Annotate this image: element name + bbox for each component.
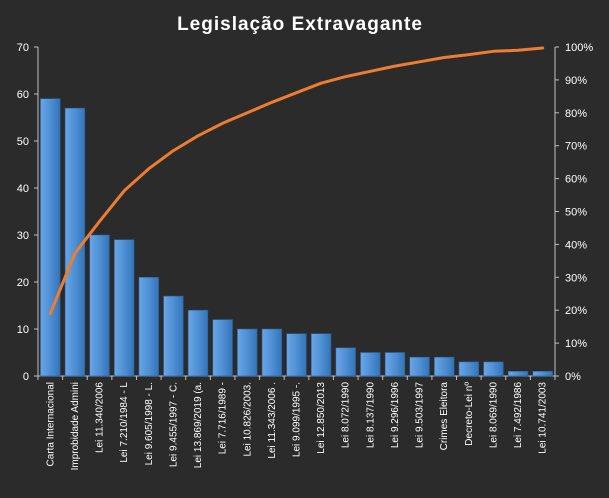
line-point — [344, 75, 347, 78]
category-label: Decreto-Lei nº — [464, 382, 475, 446]
bar — [187, 309, 209, 377]
y-tick-label: 70 — [17, 42, 29, 54]
category-label: Lei 8.069/1990 — [488, 382, 499, 449]
category-label: Crimes Eleitora — [439, 382, 450, 451]
bar — [163, 295, 184, 377]
bar — [360, 352, 381, 377]
line-point — [541, 46, 544, 50]
category-label: Lei 8.072/1990 — [341, 382, 352, 449]
bar — [286, 333, 307, 377]
line-point — [246, 111, 249, 115]
line-point — [196, 134, 200, 138]
y-tick-label: 10 — [17, 324, 29, 336]
bar — [89, 234, 110, 377]
line-point — [270, 101, 274, 104]
y2-tick-label: 100% — [565, 42, 593, 54]
bar — [458, 361, 479, 377]
category-label: Lei 10.741/2003 — [538, 382, 549, 454]
line-point — [418, 60, 421, 64]
y-tick-label: 60 — [17, 89, 29, 101]
category-label: Lei 7.716/1989 - — [218, 382, 229, 454]
bar — [237, 328, 258, 377]
line-point — [369, 70, 372, 73]
y2-tick-label: 30% — [565, 272, 587, 284]
line-point — [98, 220, 101, 223]
line-point — [467, 53, 471, 56]
bars — [40, 98, 553, 377]
y-tick-label: 30 — [17, 230, 29, 242]
category-label: Lei 9.455/1997 - C. — [168, 382, 179, 467]
bar — [310, 333, 332, 377]
line-point — [319, 81, 323, 85]
bar — [40, 98, 61, 377]
line-point — [516, 49, 520, 52]
line-point — [492, 50, 495, 53]
line-point — [49, 312, 52, 315]
category-label: Lei 13.869/2019 (a. — [193, 382, 204, 468]
line-point — [172, 149, 175, 152]
category-label: Lei 7.210/1984 - L — [119, 382, 130, 463]
line-point — [147, 167, 150, 170]
category-label: Lei 9.503/1997 — [415, 382, 426, 449]
chart-title: Legislação Extravagante — [177, 14, 423, 35]
category-label: Carta Internacional — [45, 382, 56, 467]
category-label: Lei 9.296/1996 — [390, 382, 401, 449]
bar — [335, 347, 356, 377]
y2-tick-label: 70% — [565, 141, 587, 153]
y2-tick-label: 40% — [565, 239, 587, 251]
y2-tick-label: 20% — [565, 305, 587, 317]
y-tick-label: 0 — [23, 371, 29, 383]
bar — [138, 276, 159, 377]
line-point — [393, 64, 397, 68]
cumulative-line — [48, 46, 545, 315]
y2-tick-label: 80% — [565, 108, 587, 120]
bar — [532, 370, 553, 377]
axes: 0 10 20 30 40 50 60 70 0% 10% 20% 30% 40% 50% 60% 70% 80… — [17, 42, 594, 383]
y-tick-label: 20 — [17, 277, 29, 289]
line-point — [443, 56, 446, 59]
bar — [212, 319, 233, 377]
category-label: Lei 8.137/1990 — [365, 382, 376, 449]
category-label: Improbidade Admini — [70, 382, 81, 470]
bar — [434, 356, 455, 377]
category-label: Lei 11.340/2006 — [95, 382, 106, 453]
line-point — [295, 91, 298, 94]
y2-tick-label: 0% — [565, 371, 581, 383]
y2-tick-label: 90% — [565, 75, 587, 87]
line-point — [122, 189, 126, 192]
category-label: Lei 10.826/2003. — [242, 382, 253, 457]
bar — [507, 370, 529, 377]
bar — [384, 352, 406, 377]
bar — [409, 356, 430, 377]
category-label: Lei 9.605/1998 - L. — [144, 382, 155, 465]
line-point — [221, 122, 224, 125]
category-label: Lei 7.492/1986 — [513, 382, 524, 449]
bar — [114, 239, 135, 377]
category-labels: Carta Internacional Improbidade Admini Lei… — [45, 382, 548, 471]
category-label: Lei 9.099/1995 -. — [292, 382, 303, 457]
y-tick-label: 40 — [17, 183, 29, 195]
category-label: Lei 12.850/2013 — [316, 382, 327, 454]
y2-tick-label: 60% — [565, 174, 587, 186]
bar — [261, 328, 283, 377]
y2-tick-label: 10% — [565, 338, 587, 350]
line-point — [73, 252, 77, 255]
y2-tick-label: 50% — [565, 207, 587, 219]
y-tick-label: 50 — [17, 136, 29, 148]
category-label: Lei 11.343/2006 . — [267, 382, 278, 459]
bar — [483, 361, 504, 377]
